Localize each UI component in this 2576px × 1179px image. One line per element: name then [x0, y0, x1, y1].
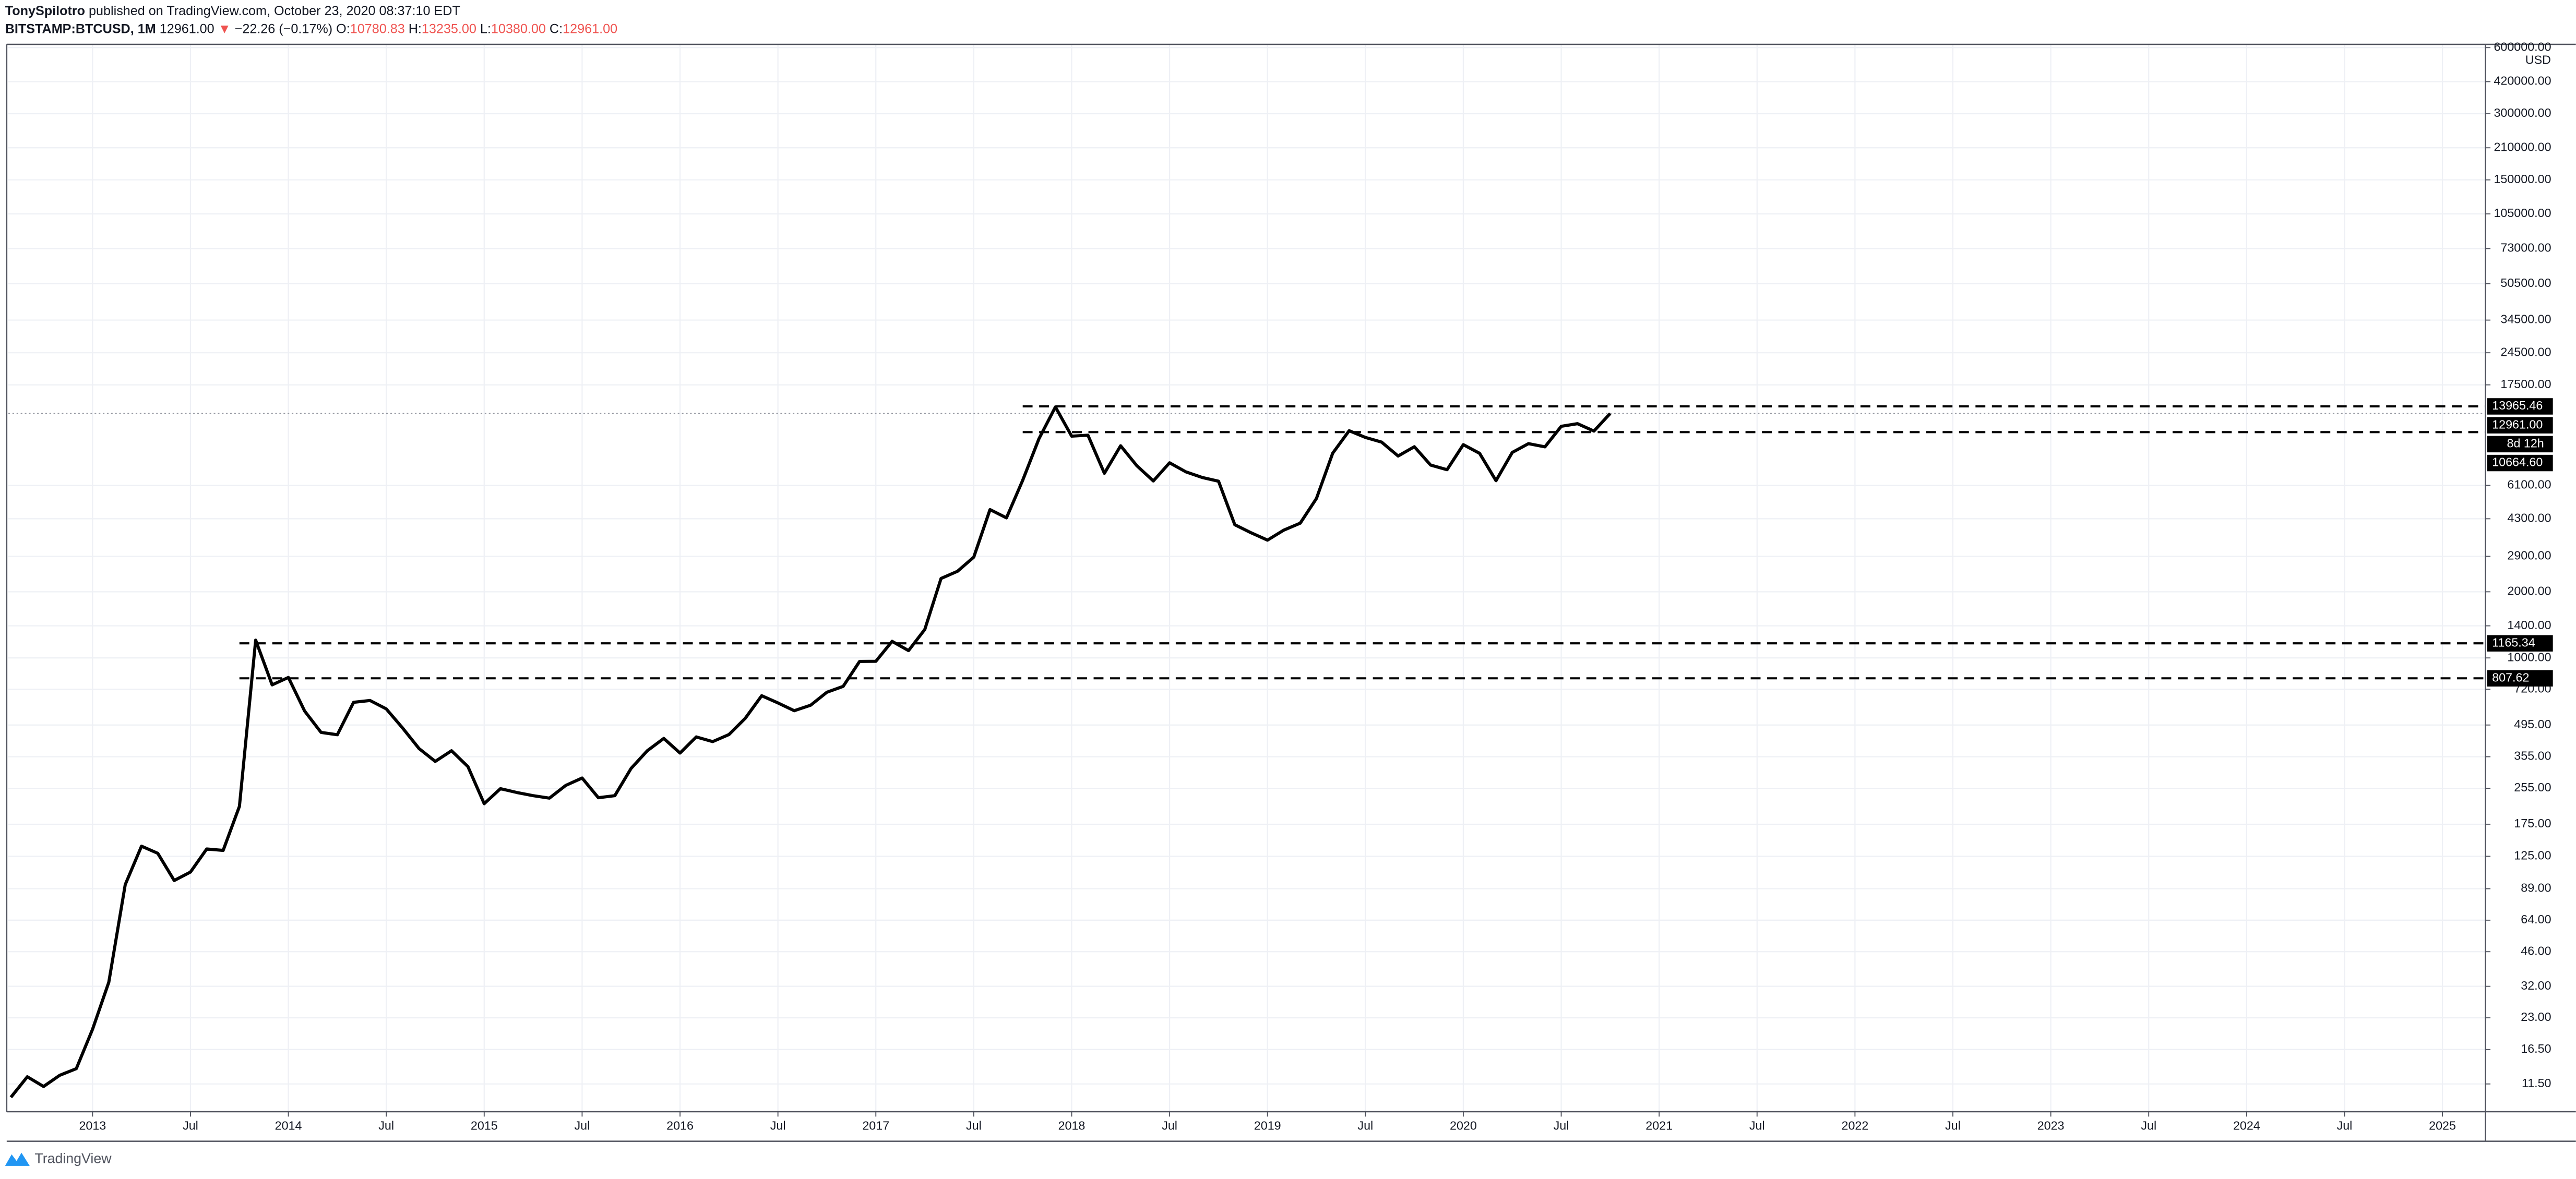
price-label-bg: [2487, 635, 2553, 652]
countdown: 8d 12h: [2507, 437, 2544, 450]
y-tick-label: 1400.00: [2507, 618, 2551, 632]
arrow: ▼: [218, 21, 231, 36]
y-tick-label: 32.00: [2521, 979, 2551, 992]
y-tick-label: 50500.00: [2500, 276, 2551, 290]
published: published on TradingView.com, October 23…: [89, 4, 460, 18]
ohlc-key: H:: [409, 21, 422, 36]
axis-labels: 600000.00 420000.00 300000.00 210000.00 1500…: [79, 40, 2553, 1132]
y-tick-label: 600000.00: [2494, 40, 2551, 53]
x-tick-label: Jul: [1554, 1118, 1569, 1132]
x-tick-label: Jul: [1357, 1118, 1373, 1132]
publish-line: TonySpilotro published on TradingView.co…: [5, 4, 460, 18]
x-tick-label: 2017: [862, 1118, 889, 1132]
y-tick-label: 73000.00: [2500, 241, 2551, 255]
symbol-line: BITSTAMP:BTCUSD, 1M 12961.00 ▼ −22.26 (−…: [5, 21, 617, 36]
price-label: 10664.60: [2492, 455, 2543, 469]
y-tick-label: 105000.00: [2494, 206, 2551, 220]
x-tick-label: Jul: [1945, 1118, 1961, 1132]
y-tick-label: 23.00: [2521, 1010, 2551, 1024]
y-tick-label: 46.00: [2521, 944, 2551, 957]
price-label: 807.62: [2492, 670, 2529, 684]
ohlc-key: L:: [480, 21, 491, 36]
price-label: 12961.00: [2492, 417, 2543, 431]
ohlc-key: C:: [550, 21, 563, 36]
y-tick-label: 6100.00: [2507, 478, 2551, 491]
x-tick-label: 2025: [2429, 1118, 2456, 1132]
y-tick-label: 255.00: [2514, 780, 2551, 794]
price-label: 13965.46: [2492, 399, 2543, 412]
x-tick-label: 2019: [1254, 1118, 1281, 1132]
y-tick-label: 2900.00: [2507, 549, 2551, 562]
price-label-bg: [2487, 670, 2553, 687]
x-tick-label: 2022: [1841, 1118, 1868, 1132]
ohlc-value: 10380.00: [491, 21, 546, 36]
x-tick-label: 2016: [666, 1118, 694, 1132]
y-tick-label: 24500.00: [2500, 345, 2551, 358]
x-tick-label: Jul: [2141, 1118, 2156, 1132]
grid: [8, 44, 2486, 1112]
price-label-bg: [2487, 398, 2553, 415]
y-tick-label: 16.50: [2521, 1042, 2551, 1055]
y-tick-label: 175.00: [2514, 816, 2551, 830]
x-tick-label: Jul: [183, 1118, 198, 1132]
x-tick-label: Jul: [966, 1118, 982, 1132]
x-tick-label: Jul: [1749, 1118, 1765, 1132]
x-tick-label: 2013: [79, 1118, 106, 1132]
price-label: 1165.34: [2492, 635, 2535, 649]
y-tick-label: 150000.00: [2494, 172, 2551, 186]
x-tick-label: Jul: [2337, 1118, 2353, 1132]
price-label-bg: [2487, 417, 2553, 434]
y-tick-label: 1000.00: [2507, 650, 2551, 664]
x-tick-label: 2023: [2037, 1118, 2065, 1132]
y-tick-label: 420000.00: [2494, 74, 2551, 88]
x-tick-label: 2015: [471, 1118, 498, 1132]
x-tick-label: 2018: [1058, 1118, 1086, 1132]
plot: [8, 405, 2486, 1099]
price-label-bg: [2487, 436, 2553, 453]
y-tick-label: 17500.00: [2500, 377, 2551, 391]
ohlc-value: 10780.83: [350, 21, 405, 36]
brand-logo: [5, 1152, 30, 1166]
x-tick-label: Jul: [770, 1118, 786, 1132]
y-tick-label: 355.00: [2514, 749, 2551, 763]
price-label-bg: [2487, 454, 2553, 472]
author: TonySpilotro: [5, 4, 85, 18]
y-tick-label: 125.00: [2514, 849, 2551, 862]
brand: TradingView: [34, 1150, 112, 1166]
y-tick-label: 4300.00: [2507, 511, 2551, 525]
y-tick-label: 89.00: [2521, 881, 2551, 895]
ohlc-value: 12961.00: [563, 21, 617, 36]
x-tick-label: Jul: [378, 1118, 394, 1132]
x-tick-label: 2014: [275, 1118, 302, 1132]
change: −22.26 (−0.17%): [235, 21, 333, 36]
axis-unit: USD: [2525, 53, 2551, 67]
x-tick-label: 2020: [1450, 1118, 1477, 1132]
y-tick-label: 34500.00: [2500, 312, 2551, 326]
y-tick-label: 210000.00: [2494, 140, 2551, 153]
x-tick-label: 2021: [1645, 1118, 1673, 1132]
symbol: BITSTAMP:BTCUSD, 1M: [5, 21, 156, 36]
ohlc-value: 13235.00: [422, 21, 476, 36]
y-tick-label: 300000.00: [2494, 106, 2551, 119]
y-tick-label: 2000.00: [2507, 584, 2551, 598]
y-tick-label: 11.50: [2522, 1076, 2551, 1090]
x-tick-label: Jul: [575, 1118, 590, 1132]
price-line: [9, 405, 1612, 1099]
y-tick-label: 64.00: [2521, 912, 2551, 926]
y-tick-label: 495.00: [2514, 717, 2551, 731]
ohlc-key: O:: [336, 21, 350, 36]
last-value: 12961.00: [160, 21, 214, 36]
x-tick-label: Jul: [1162, 1118, 1177, 1132]
x-tick-label: 2024: [2233, 1118, 2260, 1132]
